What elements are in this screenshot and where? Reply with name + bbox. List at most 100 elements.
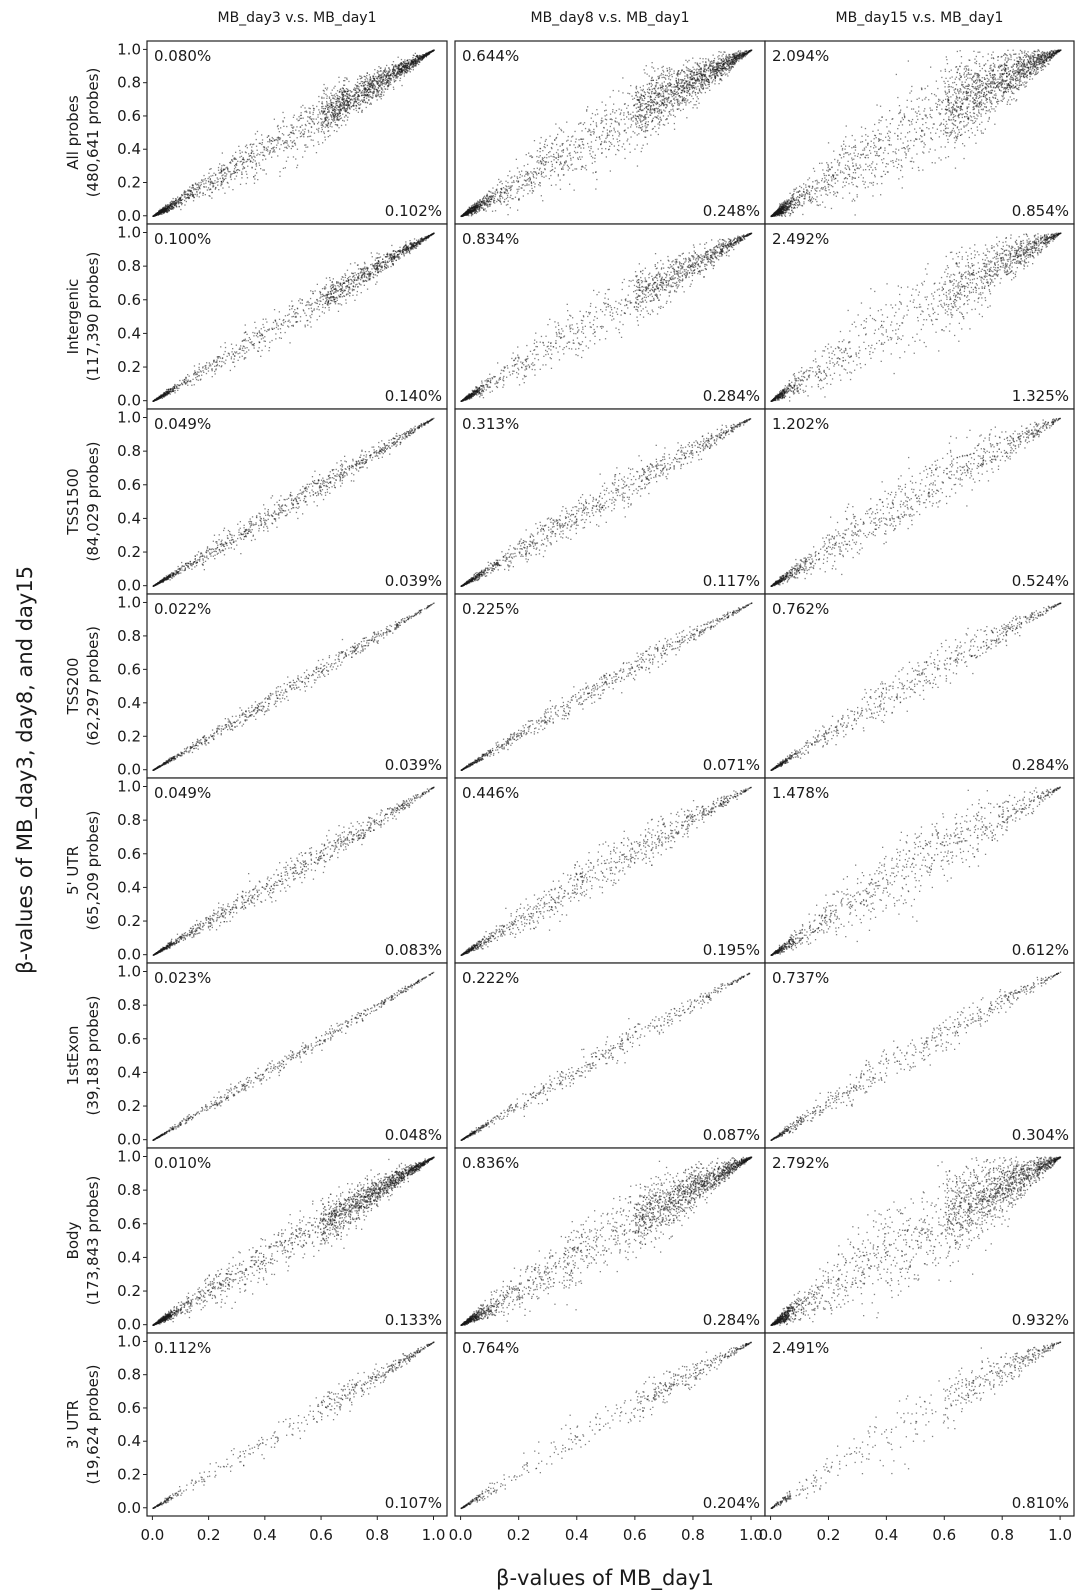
y-tick-label: 0.4 (117, 140, 141, 158)
scatter-point (261, 144, 262, 145)
scatter-point (632, 121, 633, 122)
scatter-point (279, 148, 280, 149)
scatter-point (246, 161, 247, 162)
scatter-point (271, 140, 272, 141)
scatter-point (572, 170, 573, 171)
scatter-point (332, 107, 333, 108)
scatter-point (371, 84, 372, 85)
scatter-point (407, 60, 408, 61)
scatter-point (657, 68, 658, 69)
scatter-point (545, 175, 546, 176)
scatter-point (224, 165, 225, 166)
scatter-point (209, 176, 210, 177)
scatter-point (316, 106, 317, 107)
scatter-point (209, 195, 210, 196)
scatter-point (500, 191, 501, 192)
scatter-point (377, 73, 378, 74)
scatter-point (540, 148, 541, 149)
scatter-point (335, 99, 336, 100)
scatter-point (353, 103, 354, 104)
scatter-point (367, 102, 368, 103)
scatter-point (254, 157, 255, 158)
scatter-point (327, 120, 328, 121)
scatter-point (372, 95, 373, 96)
scatter-point (249, 159, 250, 160)
scatter-point (370, 79, 371, 80)
scatter-point (676, 94, 677, 95)
scatter-point (340, 115, 341, 116)
scatter-point (334, 120, 335, 121)
scatter-point (612, 111, 613, 112)
scatter-point (404, 75, 405, 76)
scatter-point (339, 105, 340, 106)
scatter-point (390, 84, 391, 85)
scatter-point (251, 156, 252, 157)
scatter-point (418, 64, 419, 65)
scatter-point (365, 94, 366, 95)
scatter-point (224, 175, 225, 176)
scatter-point (347, 119, 348, 120)
scatter-point (363, 95, 364, 96)
scatter-point (332, 102, 333, 103)
scatter-point (397, 76, 398, 77)
scatter-point (389, 75, 390, 76)
scatter-point (327, 111, 328, 112)
scatter-point (404, 71, 405, 72)
scatter-point (273, 148, 274, 149)
scatter-point (279, 176, 280, 177)
scatter-point (340, 102, 341, 103)
scatter-point (283, 150, 284, 151)
scatter-point (699, 88, 700, 89)
scatter-point (687, 80, 688, 81)
scatter-point (284, 147, 285, 148)
scatter-point (224, 173, 225, 174)
y-tick-label: 0.0 (117, 207, 141, 225)
scatter-point (387, 86, 388, 87)
scatter-point (224, 179, 225, 180)
scatter-point (387, 89, 388, 90)
scatter-point (325, 94, 326, 95)
scatter-point (738, 51, 739, 52)
scatter-point (369, 74, 370, 75)
scatter-point (226, 173, 227, 174)
scatter-point (221, 168, 222, 169)
scatter-point (272, 137, 273, 138)
scatter-point (301, 132, 302, 133)
scatter-point (327, 109, 328, 110)
scatter-point (695, 87, 696, 88)
scatter-point (664, 111, 665, 112)
scatter-point (544, 165, 545, 166)
scatter-point (527, 179, 528, 180)
scatter-point (334, 94, 335, 95)
scatter-point (243, 162, 244, 163)
scatter-point (326, 120, 327, 121)
scatter-point (215, 189, 216, 190)
scatter-point (202, 195, 203, 196)
scatter-point (386, 76, 387, 77)
scatter-point (590, 148, 591, 149)
scatter-point (291, 125, 292, 126)
scatter-point (358, 112, 359, 113)
scatter-point (606, 119, 607, 120)
scatter-point (301, 125, 302, 126)
scatter-point (266, 173, 267, 174)
scatter-point (415, 53, 416, 54)
scatter-point (232, 189, 233, 190)
scatter-point (284, 117, 285, 118)
scatter-point (287, 140, 288, 141)
scatter-point (368, 92, 369, 93)
scatter-point (583, 124, 584, 125)
scatter-point (311, 118, 312, 119)
scatter-point (273, 138, 274, 139)
scatter-point (378, 94, 379, 95)
scatter-point (200, 185, 201, 186)
scatter-point (351, 91, 352, 92)
scatter-point (517, 167, 518, 168)
scatter-point (206, 180, 207, 181)
scatter-point (610, 170, 611, 171)
scatter-point (398, 65, 399, 66)
scatter-point (184, 200, 185, 201)
scatter-point (413, 69, 414, 70)
scatter-point (366, 107, 367, 108)
scatter-point (414, 60, 415, 61)
